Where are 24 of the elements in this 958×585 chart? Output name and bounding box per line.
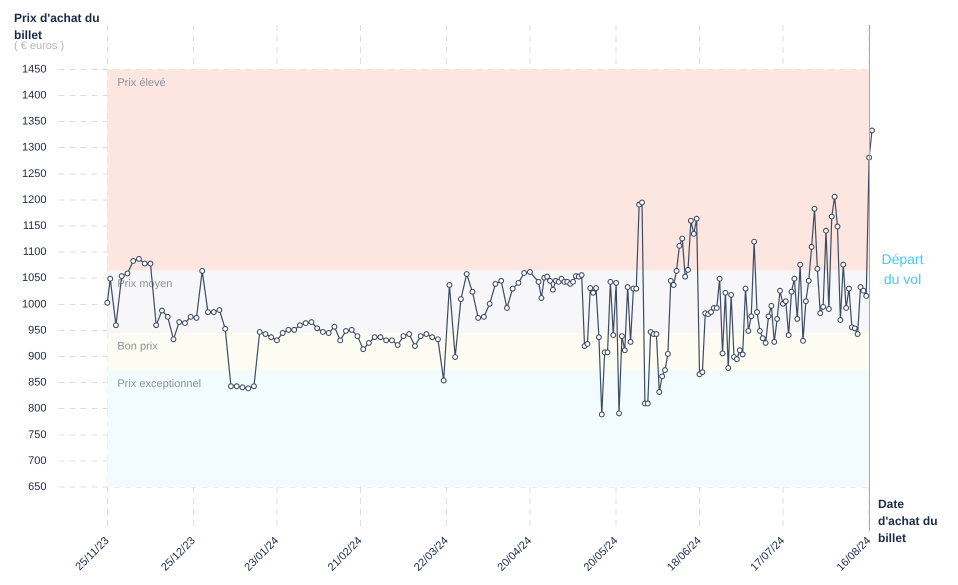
y-tick-label: 750 <box>28 428 46 441</box>
y-tick-label: 800 <box>28 402 46 415</box>
y-tick-label: 1050 <box>22 272 46 284</box>
y-tick-label: 1250 <box>22 168 46 180</box>
band-label: Prix exceptionnel <box>117 378 202 390</box>
y-tick-label: 1400 <box>22 90 46 102</box>
y-tick-label: 1300 <box>22 142 46 154</box>
x-axis-title: Date d'achat du billet <box>878 496 939 547</box>
y-tick-label: 1100 <box>22 246 46 258</box>
y-tick-label: 1350 <box>22 116 46 128</box>
y-tick-label: 950 <box>28 324 46 336</box>
y-axis-title: Prix d'achat du billet <box>14 10 101 42</box>
y-tick-label: 1450 <box>22 63 46 76</box>
y-tick-label: 850 <box>28 376 46 389</box>
annotation: ( € euros ) <box>14 40 64 52</box>
y-tick-label: 1150 <box>22 220 46 232</box>
y-tick-label: 900 <box>28 350 46 363</box>
band-label: Bon prix <box>117 340 158 353</box>
y-tick-label: 650 <box>28 481 46 494</box>
y-tick-label: 1000 <box>22 298 46 310</box>
band-label: Prix élevé <box>117 76 166 89</box>
y-tick-label: 700 <box>28 454 46 467</box>
ref-line-label: Départ du vol <box>881 251 924 288</box>
y-tick-label: 1200 <box>22 194 46 206</box>
